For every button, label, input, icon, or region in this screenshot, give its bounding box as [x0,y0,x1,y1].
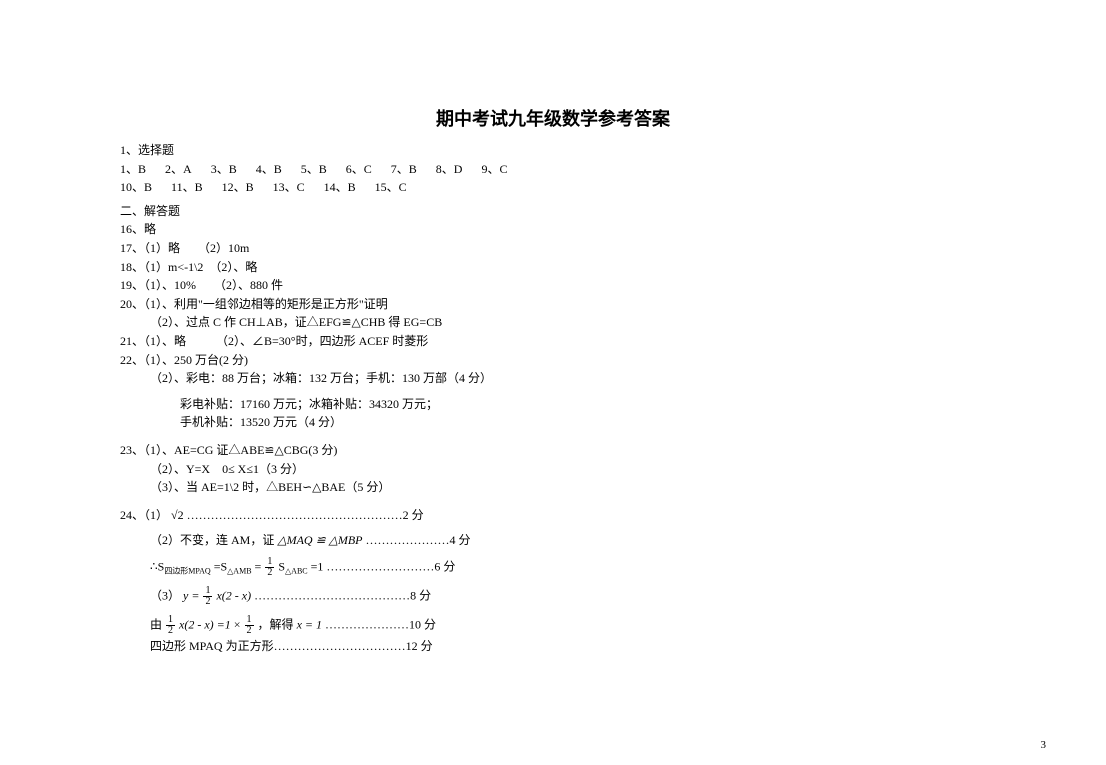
q24-2: （2）不变，连 AM，证 △MAQ ≌ △MBP …………………4 分 [150,533,986,549]
q24-area-pre: ∴S [150,559,164,573]
q22-1: 22、（1）、250 万台(2 分) [120,353,986,369]
q24-4-sol: x = 1 [297,617,322,631]
q24-4-mid: ，解得 [258,617,294,631]
q24-1: 24、（1） √2 ………………………………………………2 分 [120,508,986,524]
page-number: 3 [1041,739,1047,751]
q24-1-value: √2 [171,508,184,522]
choice-6: 6、C [346,162,372,178]
choice-4: 4、B [256,162,282,178]
half-fraction-1: 12 [265,557,274,578]
q24-area-tail: =1 ………………………6 分 [311,559,456,573]
page-title: 期中考试九年级数学参考答案 [120,105,986,131]
q24-area-sub2: △AMB [227,567,251,576]
q24-4-pre: 由 [150,617,162,631]
choice-11: 11、B [171,180,203,196]
choice-12: 12、B [222,180,254,196]
q24-area-eq1: =S [214,559,227,573]
section-answer-head: 二、解答题 [120,204,986,220]
choice-row-2: 10、B 11、B 12、B 13、C 14、B 15、C [120,180,986,196]
choice-2: 2、A [165,162,192,178]
document-page: 期中考试九年级数学参考答案 1、选择题 1、B 2、A 3、B 4、B 5、B … [0,0,1106,765]
q24-2-pre: （2）不变，连 AM，证 [150,533,277,547]
half-fraction-3: 12 [166,615,175,636]
choice-1: 1、B [120,162,146,178]
q24-3-y: y = [183,588,199,602]
q22-2: （2）、彩电：88 万台；冰箱：132 万台；手机：130 万部（4 分） [150,371,986,387]
q17: 17、（1）略 （2）10m [120,241,986,257]
choice-row-1: 1、B 2、A 3、B 4、B 5、B 6、C 7、B 8、D 9、C [120,162,986,178]
q23-1: 23、（1）、AE=CG 证△ABE≌△CBG(3 分) [120,443,986,459]
q24-1-dots: ………………………………………………2 分 [187,508,424,522]
q20-2: （2）、过点 C 作 CH⊥AB，证△EFG≌△CHB 得 EG=CB [150,315,986,331]
q24-4-dots: …………………10 分 [325,617,436,631]
q24-4-times-icon: × [234,617,241,631]
q24-area-half-eq: = [255,559,262,573]
q24-5: 四边形 MPAQ 为正方形……………………………12 分 [150,639,986,655]
half-fraction-2: 12 [203,586,212,607]
q24-1-pre: 24、（1） [120,508,168,522]
q23-2: （2）、Y=X 0≤ X≤1（3 分） [150,462,986,478]
q19: 19、（1）、10% （2）、880 件 [120,278,986,294]
choice-10: 10、B [120,180,152,196]
q18: 18、（1）m<-1\2 （2）、略 [120,260,986,276]
q24-4: 由 12 x(2 - x) =1 × 12 ，解得 x = 1 …………………1… [150,615,986,636]
q21: 21、（1）、略 （2）、∠B=30°时，四边形 ACEF 时菱形 [120,334,986,350]
q24-3: （3） y = 12 x(2 - x) …………………………………8 分 [150,586,986,607]
choice-14: 14、B [324,180,356,196]
q20-1: 20、（1）、利用"一组邻边相等的矩形是正方形"证明 [120,297,986,313]
choice-8: 8、D [436,162,463,178]
q24-area-sub3: △ABC [285,567,308,576]
q24-2-dots: …………………4 分 [366,533,471,547]
choice-7: 7、B [391,162,417,178]
choice-5: 5、B [301,162,327,178]
q16: 16、略 [120,222,986,238]
q24-area: ∴S四边形MPAQ =S△AMB = 12 S△ABC =1 ………………………… [150,557,986,578]
choice-15: 15、C [375,180,407,196]
q22-3: 彩电补贴：17160 万元；冰箱补贴：34320 万元； [180,397,986,413]
q24-4-expr: x(2 - x) =1 [179,617,231,631]
q24-area-sub1: 四边形MPAQ [164,567,210,576]
q24-3-pre: （3） [150,588,180,602]
half-fraction-4: 12 [245,615,254,636]
choice-9: 9、C [481,162,507,178]
q24-2-tri: △MAQ ≌ △MBP [277,533,362,547]
section-choice-head: 1、选择题 [120,143,986,159]
q24-3-expr: x(2 - x) [216,588,251,602]
q22-4: 手机补贴：13520 万元（4 分） [180,415,986,431]
q24-3-dots: …………………………………8 分 [254,588,431,602]
q24-area-s3: S [278,559,285,573]
q23-3: （3）、当 AE=1\2 时，△BEH∽△BAE（5 分） [150,480,986,496]
choice-13: 13、C [273,180,305,196]
choice-3: 3、B [211,162,237,178]
